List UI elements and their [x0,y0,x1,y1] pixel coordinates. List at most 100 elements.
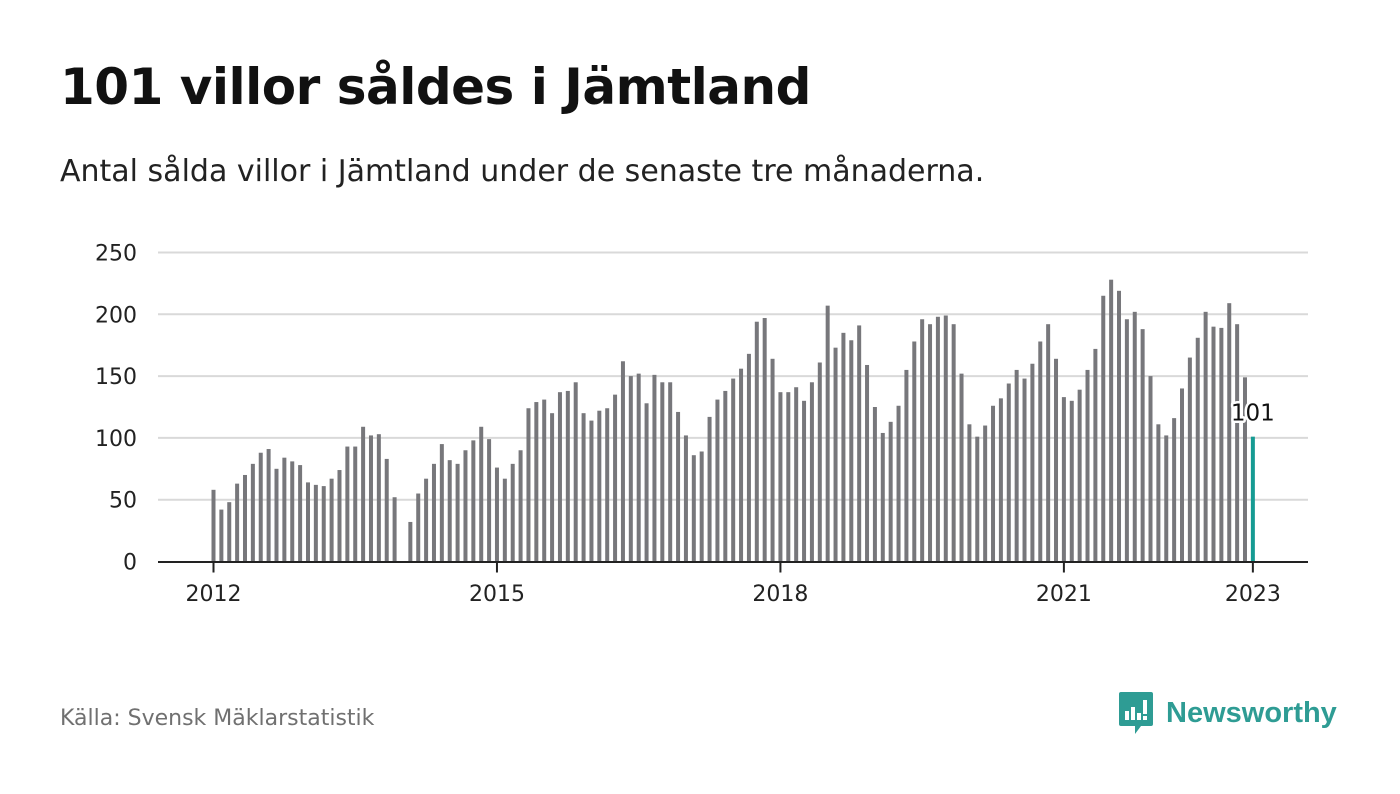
y-tick-label: 250 [95,242,137,267]
bar [1211,326,1216,562]
bar [1203,311,1208,562]
bar [613,394,618,562]
bar [1109,279,1114,562]
bar [581,413,586,562]
bar [597,410,602,562]
bar [1030,363,1035,562]
bar [250,463,255,562]
bar [770,358,775,562]
bar [880,432,885,562]
y-axis-ticks: 0 50 100 150 200 250 [95,242,137,576]
y-tick-label: 50 [109,489,137,514]
bar [802,400,807,562]
bar [888,421,893,562]
bar [376,434,381,562]
bar [471,440,476,562]
bar [1022,378,1027,562]
bar [573,382,578,562]
bar [1164,435,1169,562]
bar [872,407,877,562]
bar [715,399,720,562]
bar [1235,324,1240,562]
bar [487,439,492,562]
bar [368,435,373,562]
bar [849,340,854,562]
bar [463,450,468,562]
bar [219,509,224,562]
bar [502,478,507,562]
bar [1085,369,1090,562]
bar [723,390,728,562]
y-tick-label: 150 [95,365,137,390]
bar [683,435,688,562]
bar [841,332,846,562]
bar [809,382,814,562]
bar [455,463,460,562]
bar [975,436,980,562]
bar [991,405,996,562]
bar [266,449,271,562]
bar [479,426,484,562]
bar [636,373,641,562]
bar [321,486,326,562]
bar [833,347,838,562]
x-tick-label: 2023 [1225,582,1281,607]
bar [691,455,696,562]
bar [676,411,681,562]
bar [274,468,279,562]
bar [1156,424,1161,562]
bar [227,502,232,562]
y-tick-label: 0 [123,551,137,576]
bar [652,374,657,562]
bar [589,420,594,562]
bar [1195,337,1200,562]
bars [211,279,1255,562]
bar [1140,329,1145,562]
bar [1061,397,1066,562]
bar [762,318,767,562]
bar [1187,357,1192,562]
bar [857,325,862,562]
bar [1101,295,1106,562]
bar [534,402,539,562]
source-note: Källa: Svensk Mäklarstatistik [60,706,375,731]
bar [384,458,389,562]
bar [731,378,736,562]
bar [967,424,972,562]
bar [424,478,429,562]
bar [1242,377,1247,562]
bar [353,446,358,562]
bar [707,416,712,562]
bar [628,376,633,562]
bar [660,382,665,562]
bar [778,392,783,562]
bar [1227,303,1232,562]
bar [447,460,452,562]
bar [408,521,413,562]
bar [1014,369,1019,562]
bar [1117,290,1122,562]
bar [416,493,421,562]
bar [786,392,791,562]
brand-logo[interactable]: Newsworthy [1118,691,1337,735]
bar-highlight [1250,436,1255,562]
chart-subtitle: Antal sålda villor i Jämtland under de s… [60,154,985,189]
bar [825,305,830,562]
chart-title: 101 villor såldes i Jämtland [60,58,811,116]
bar [345,446,350,562]
bar [361,426,366,562]
bar [644,403,649,562]
bar [305,482,310,562]
bar [983,425,988,562]
bar [1172,418,1177,562]
y-tick-label: 100 [95,427,137,452]
bar [1132,311,1137,562]
bar [928,324,933,562]
bar [337,470,342,562]
bar [313,484,318,562]
bar [510,463,515,562]
bar [943,315,948,562]
bar [1077,389,1082,562]
x-tick-label: 2021 [1036,582,1092,607]
y-tick-label: 200 [95,303,137,328]
